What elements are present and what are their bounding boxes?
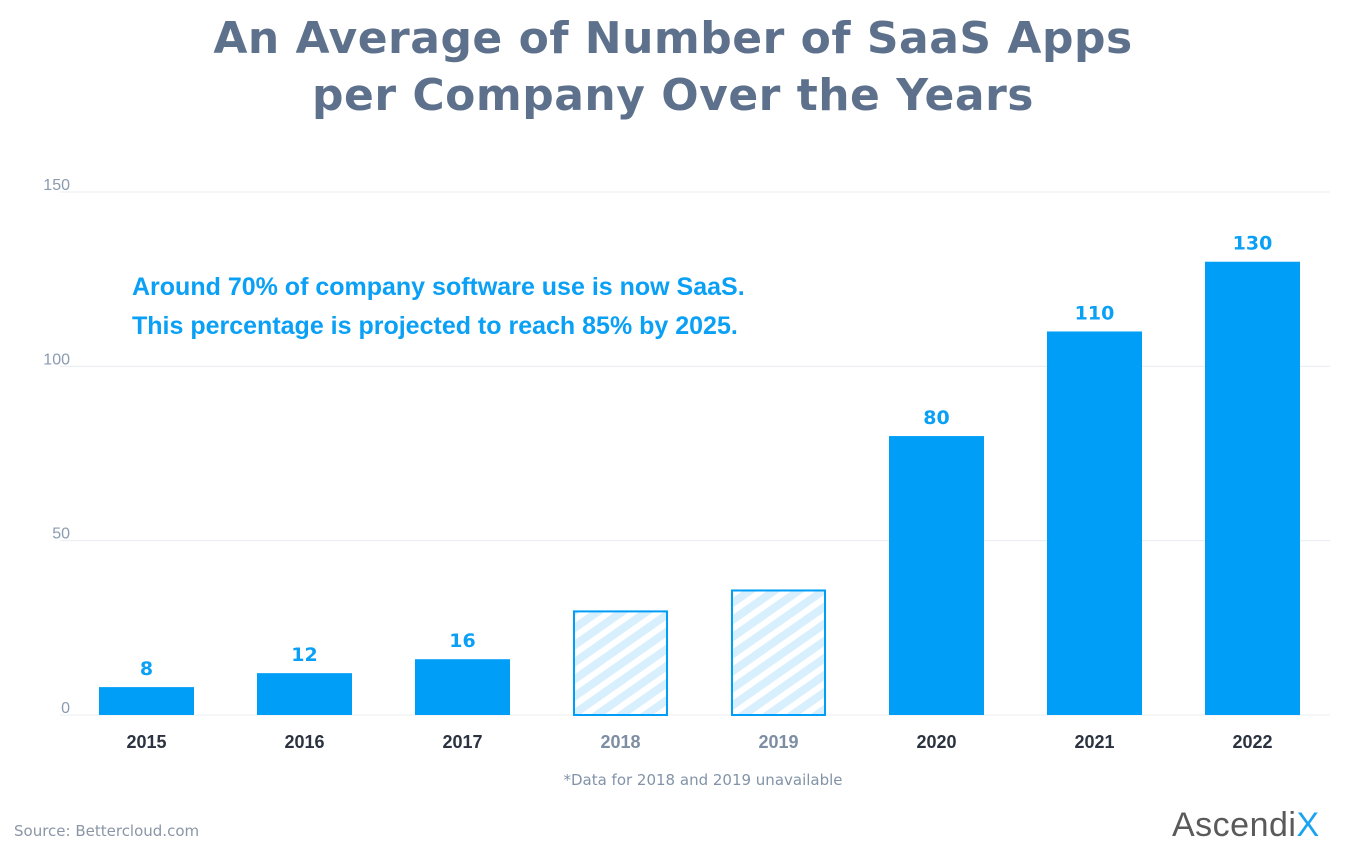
annotation-line-1: Around 70% of company software use is no… — [132, 273, 745, 301]
x-tick-label: 2018 — [600, 732, 640, 752]
x-tick-label: 2020 — [916, 732, 956, 752]
x-tick-label: 2015 — [126, 732, 166, 752]
y-tick-label: 100 — [43, 351, 70, 368]
data-label: 12 — [291, 644, 317, 666]
bar — [1047, 331, 1142, 715]
chart-title-line-2: per Company Over the Years — [312, 70, 1034, 121]
x-tick-label: 2021 — [1074, 732, 1114, 752]
data-label: 80 — [923, 407, 949, 429]
chart-title: An Average of Number of SaaS Apps per Co… — [0, 10, 1346, 124]
bar — [415, 659, 510, 715]
ascendix-logo: AscendiX — [1172, 806, 1320, 845]
y-tick-label: 50 — [52, 526, 70, 543]
chart-title-line-1: An Average of Number of SaaS Apps — [213, 13, 1133, 64]
y-tick-label: 150 — [43, 177, 70, 194]
data-label: 130 — [1233, 233, 1273, 255]
x-tick-label: 2016 — [284, 732, 324, 752]
bar-unavailable — [573, 610, 668, 717]
x-tick-label: 2019 — [758, 732, 798, 752]
logo-accent: X — [1296, 806, 1320, 844]
bar — [1205, 261, 1300, 715]
bar — [889, 436, 984, 715]
annotation-line-2: This percentage is projected to reach 85… — [132, 312, 738, 340]
source-text: Source: Bettercloud.com — [14, 822, 200, 840]
footnote: *Data for 2018 and 2019 unavailable — [563, 771, 843, 789]
y-tick-label: 0 — [61, 700, 70, 717]
data-label: 8 — [140, 658, 153, 680]
data-label: 110 — [1075, 302, 1115, 324]
bar-unavailable — [731, 589, 826, 716]
x-tick-label: 2022 — [1232, 732, 1272, 752]
data-label: 16 — [449, 630, 475, 652]
annotation: Around 70% of company software use is no… — [132, 268, 745, 346]
x-tick-label: 2017 — [442, 732, 482, 752]
bar — [257, 673, 352, 715]
logo-text: Ascendi — [1172, 806, 1297, 844]
bar — [99, 687, 194, 715]
